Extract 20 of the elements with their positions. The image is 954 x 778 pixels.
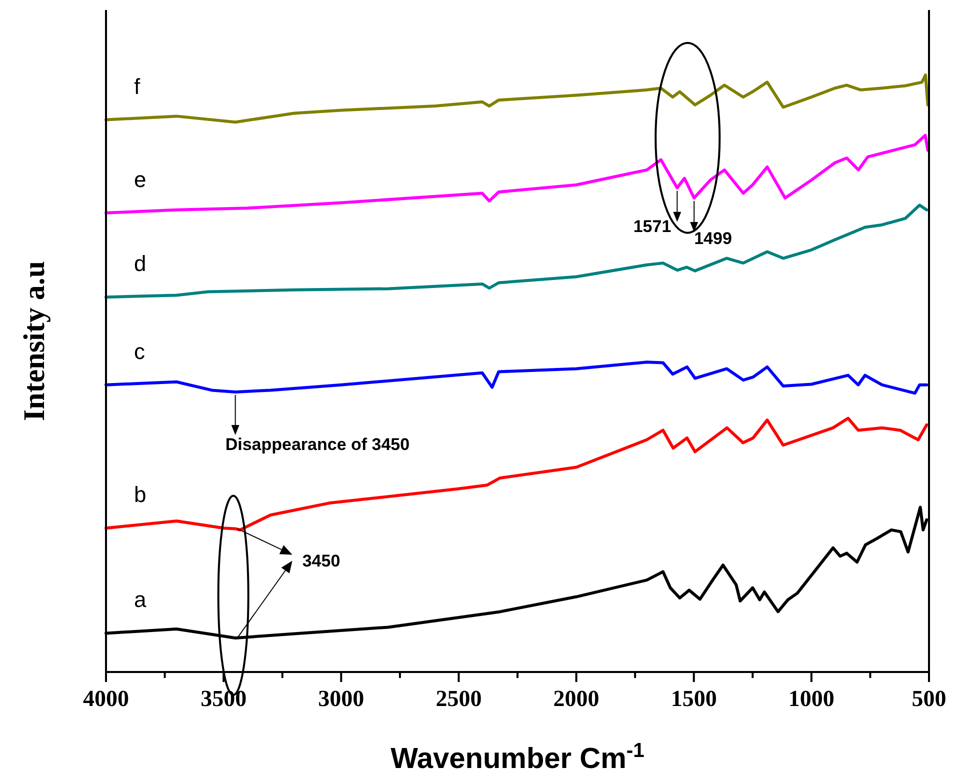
x-tick-label: 4000 xyxy=(83,686,129,711)
y-axis-title: Intensity a.u xyxy=(18,260,51,422)
annotation: 3450 xyxy=(302,552,340,571)
series-label: a xyxy=(134,587,147,612)
annotation: 1499 xyxy=(694,228,732,248)
x-tick-label: 3000 xyxy=(318,686,364,711)
x-axis-title: Wavenumber Cm$^{-1}$ xyxy=(390,740,644,775)
series-label: f xyxy=(134,74,141,99)
x-tick-label: 500 xyxy=(912,686,946,711)
annotation: Disappearance of 3450 xyxy=(225,435,410,454)
annotation: 1571 xyxy=(633,216,672,236)
x-tick-label: 2000 xyxy=(553,686,600,711)
series-label: c xyxy=(134,338,145,364)
series-label: b xyxy=(134,482,146,508)
x-tick-label: 2500 xyxy=(436,686,482,711)
x-tick-label: 1000 xyxy=(788,686,834,711)
x-tick-label: 3500 xyxy=(200,686,247,711)
series-label: e xyxy=(134,166,146,192)
series-label: d xyxy=(134,251,146,276)
x-tick-label: 1500 xyxy=(670,686,717,711)
